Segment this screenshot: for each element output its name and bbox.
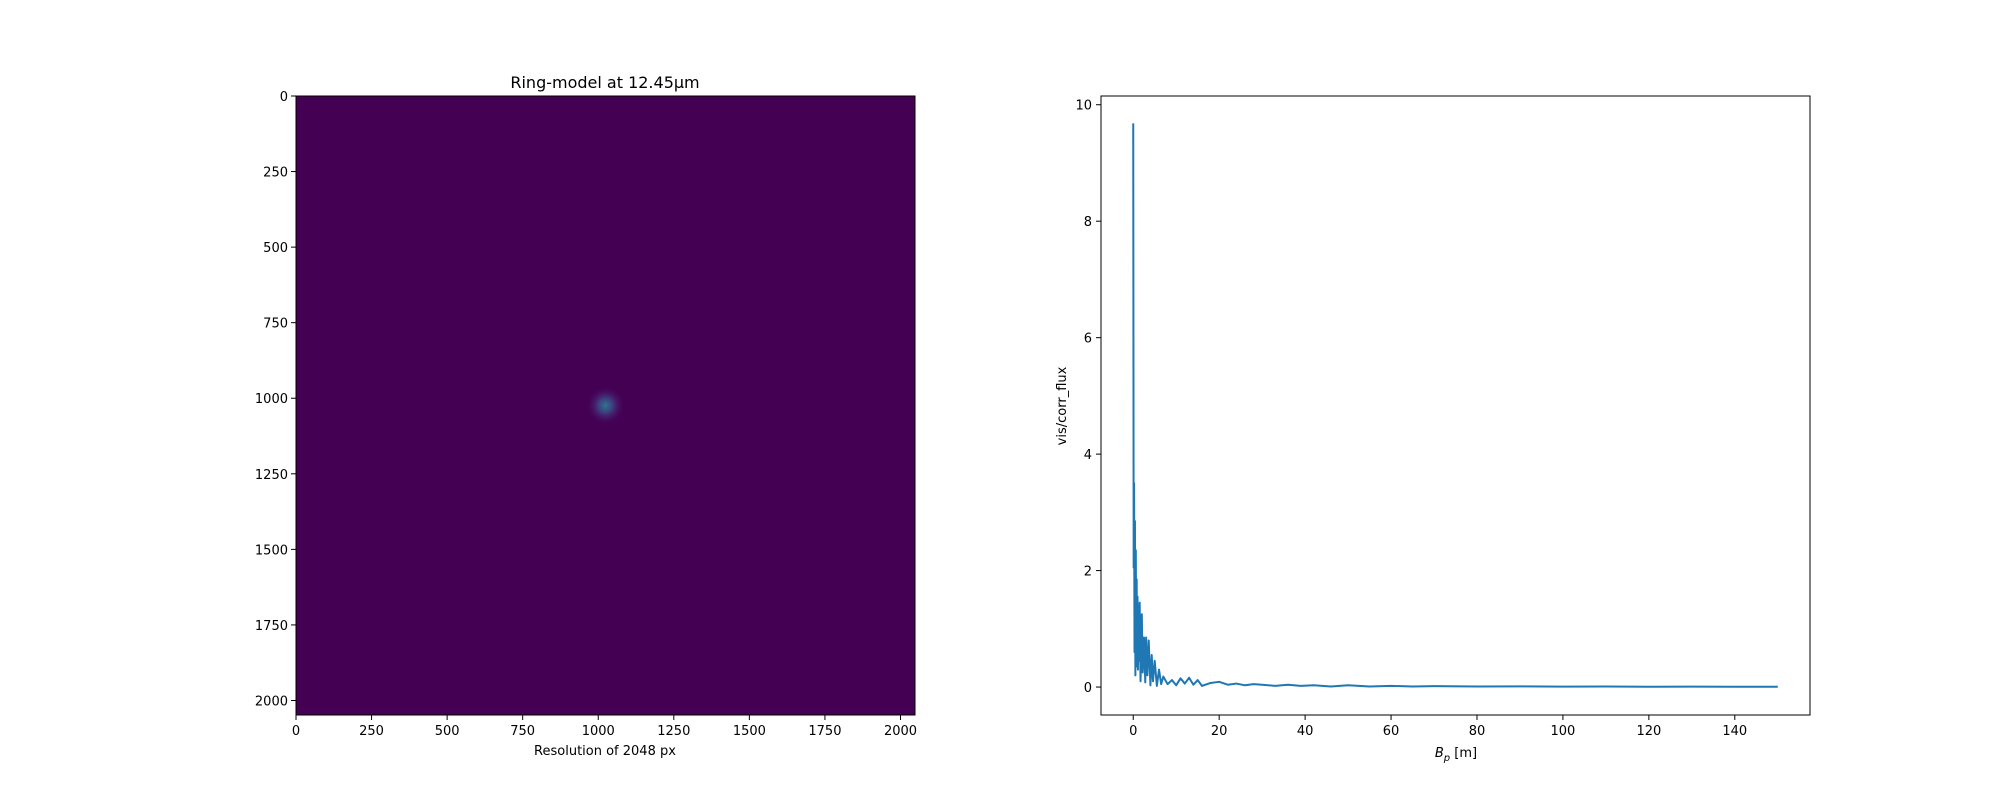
heatmap-x-axis-label: Resolution of 2048 px [534, 744, 676, 759]
heatmap-x-tick-label: 0 [292, 724, 300, 739]
line-plot-x-tick-label: 120 [1636, 724, 1661, 739]
line-plot-panel: 0 20 40 60 80 100 120 140 0 2 4 6 8 10 Bp [m] vis/co… [1055, 95, 1811, 764]
line-plot-x-tick-label: 60 [1383, 724, 1400, 739]
line-plot-y-tick-label: 8 [1084, 215, 1092, 230]
heatmap-y-ticks: 0 250 500 750 1000 1250 1500 1750 2000 [255, 90, 296, 709]
line-plot-x-axis-label: Bp [m] [1435, 746, 1477, 764]
line-plot-y-tick-label: 0 [1084, 681, 1092, 696]
heatmap-y-tick-label: 750 [263, 317, 288, 332]
line-plot-x-tick-label: 40 [1297, 724, 1314, 739]
plot-frame [1100, 95, 1811, 716]
heatmap-x-tick-label: 500 [435, 724, 460, 739]
line-plot-x-tick-label: 0 [1129, 724, 1137, 739]
heatmap-y-tick-label: 1750 [255, 619, 288, 634]
line-plot-y-axis-label: vis/corr_flux [1055, 366, 1070, 445]
heatmap-x-tick-label: 750 [510, 724, 535, 739]
line-plot-x-tick-label: 100 [1551, 724, 1576, 739]
heatmap-y-tick-label: 1000 [255, 392, 288, 407]
line-plot-y-tick-label: 6 [1084, 332, 1092, 347]
heatmap-y-tick-label: 1250 [255, 468, 288, 483]
line-plot-y-tick-label: 4 [1084, 448, 1092, 463]
heatmap-x-tick-label: 1250 [657, 724, 690, 739]
heatmap-y-tick-label: 0 [280, 90, 288, 105]
series-line [1132, 123, 1778, 688]
heatmap-x-tick-label: 250 [359, 724, 384, 739]
heatmap-x-tick-label: 1000 [582, 724, 615, 739]
heatmap-x-ticks: 0 250 500 750 1000 1250 1500 1750 2000 [292, 715, 917, 739]
heatmap-y-tick-label: 500 [263, 241, 288, 256]
line-plot-x-tick-label: 20 [1211, 724, 1228, 739]
central-source-glow [586, 386, 625, 425]
heatmap-y-tick-label: 250 [263, 166, 288, 181]
line-plot-x-tick-label: 80 [1469, 724, 1486, 739]
heatmap-frame [295, 95, 916, 716]
heatmap-x-tick-label: 1750 [808, 724, 841, 739]
line-plot-x-tick-label: 140 [1722, 724, 1747, 739]
heatmap-x-tick-label: 1500 [733, 724, 766, 739]
line-plot-y-tick-label: 10 [1075, 99, 1092, 114]
heatmap-title: Ring-model at 12.45μm [510, 73, 699, 92]
line-plot-y-tick-label: 2 [1084, 565, 1092, 580]
heatmap-y-tick-label: 2000 [255, 694, 288, 709]
line-plot-x-ticks: 0 20 40 60 80 100 120 140 [1129, 715, 1747, 739]
plot-area-background [1101, 96, 1810, 715]
heatmap-x-tick-label: 2000 [884, 724, 917, 739]
heatmap-panel: Ring-model at 12.45μm 0 250 500 750 1000 1250… [255, 73, 917, 759]
line-plot-y-ticks: 0 2 4 6 8 10 [1075, 99, 1101, 696]
heatmap-y-tick-label: 1500 [255, 543, 288, 558]
